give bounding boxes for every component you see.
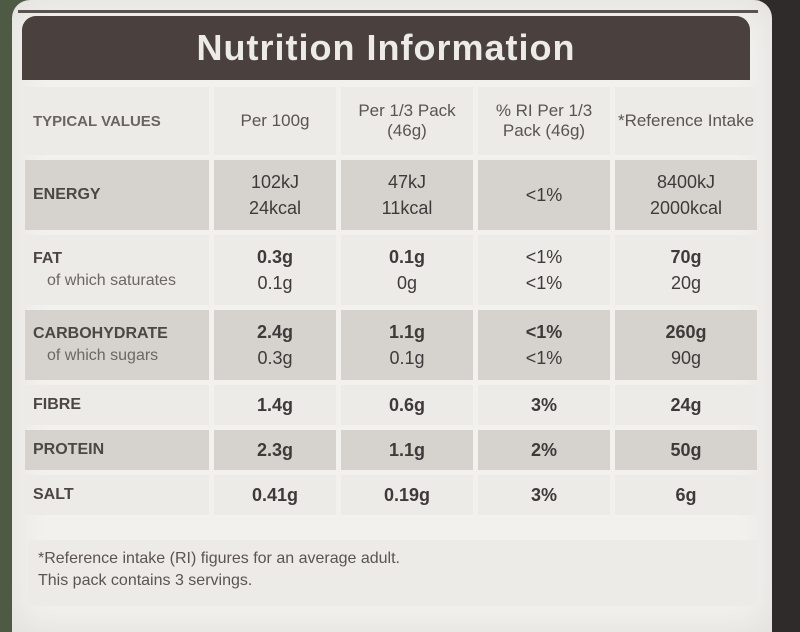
fibre-per100: 1.4g: [214, 385, 336, 425]
energy-per100: 102kJ 24kcal: [214, 160, 336, 230]
footnote: *Reference intake (RI) figures for an av…: [28, 540, 758, 606]
fibre-label: FIBRE: [25, 385, 209, 425]
protein-label: PROTEIN: [25, 430, 209, 470]
carb-ri: <1% <1%: [478, 310, 610, 380]
col-ri-per-pack: % RI Per 1/3 Pack (46g): [478, 87, 610, 155]
protein-ref: 50g: [615, 430, 757, 470]
carb-perpack: 1.1g 0.1g: [341, 310, 473, 380]
salt-label: SALT: [25, 475, 209, 515]
carb-per100: 2.4g 0.3g: [214, 310, 336, 380]
salt-per100: 0.41g: [214, 475, 336, 515]
row-fibre: FIBRE 1.4g 0.6g 3% 24g: [25, 385, 757, 425]
footnote-line-1: *Reference intake (RI) figures for an av…: [38, 550, 400, 567]
col-per-pack: Per 1/3 Pack (46g): [341, 87, 473, 155]
row-energy: ENERGY 102kJ 24kcal 47kJ 11kcal <1% 8400kJ…: [25, 160, 757, 230]
energy-perpack: 47kJ 11kcal: [341, 160, 473, 230]
protein-ri: 2%: [478, 430, 610, 470]
fibre-perpack: 0.6g: [341, 385, 473, 425]
header-row: TYPICAL VALUES Per 100g Per 1/3 Pack (46…: [25, 87, 757, 155]
energy-ri: <1%: [478, 160, 610, 230]
row-salt: SALT 0.41g 0.19g 3% 6g: [25, 475, 757, 515]
row-fat: FAT of which saturates 0.3g 0.1g 0.1g 0g <…: [25, 235, 757, 305]
fibre-ref: 24g: [615, 385, 757, 425]
fat-ref: 70g 20g: [615, 235, 757, 305]
protein-perpack: 1.1g: [341, 430, 473, 470]
row-carbohydrate: CARBOHYDRATE of which sugars 2.4g 0.3g 1.…: [25, 310, 757, 380]
fat-per100: 0.3g 0.1g: [214, 235, 336, 305]
fat-label: FAT of which saturates: [25, 235, 209, 305]
col-reference-intake: *Reference Intake: [615, 87, 757, 155]
footnote-line-2: This pack contains 3 servings.: [38, 572, 253, 589]
row-protein: PROTEIN 2.3g 1.1g 2% 50g: [25, 430, 757, 470]
protein-per100: 2.3g: [214, 430, 336, 470]
salt-perpack: 0.19g: [341, 475, 473, 515]
fibre-ri: 3%: [478, 385, 610, 425]
fat-ri: <1% <1%: [478, 235, 610, 305]
top-border-line: [18, 0, 758, 13]
nutrition-table: TYPICAL VALUES Per 100g Per 1/3 Pack (46…: [20, 82, 762, 612]
col-typical-values: TYPICAL VALUES: [25, 87, 209, 155]
salt-ref: 6g: [615, 475, 757, 515]
salt-ri: 3%: [478, 475, 610, 515]
nutrition-title: Nutrition Information: [22, 16, 750, 80]
carb-ref: 260g 90g: [615, 310, 757, 380]
carb-label: CARBOHYDRATE of which sugars: [25, 310, 209, 380]
fat-perpack: 0.1g 0g: [341, 235, 473, 305]
energy-label: ENERGY: [25, 160, 209, 230]
energy-ref: 8400kJ 2000kcal: [615, 160, 757, 230]
col-per-100g: Per 100g: [214, 87, 336, 155]
